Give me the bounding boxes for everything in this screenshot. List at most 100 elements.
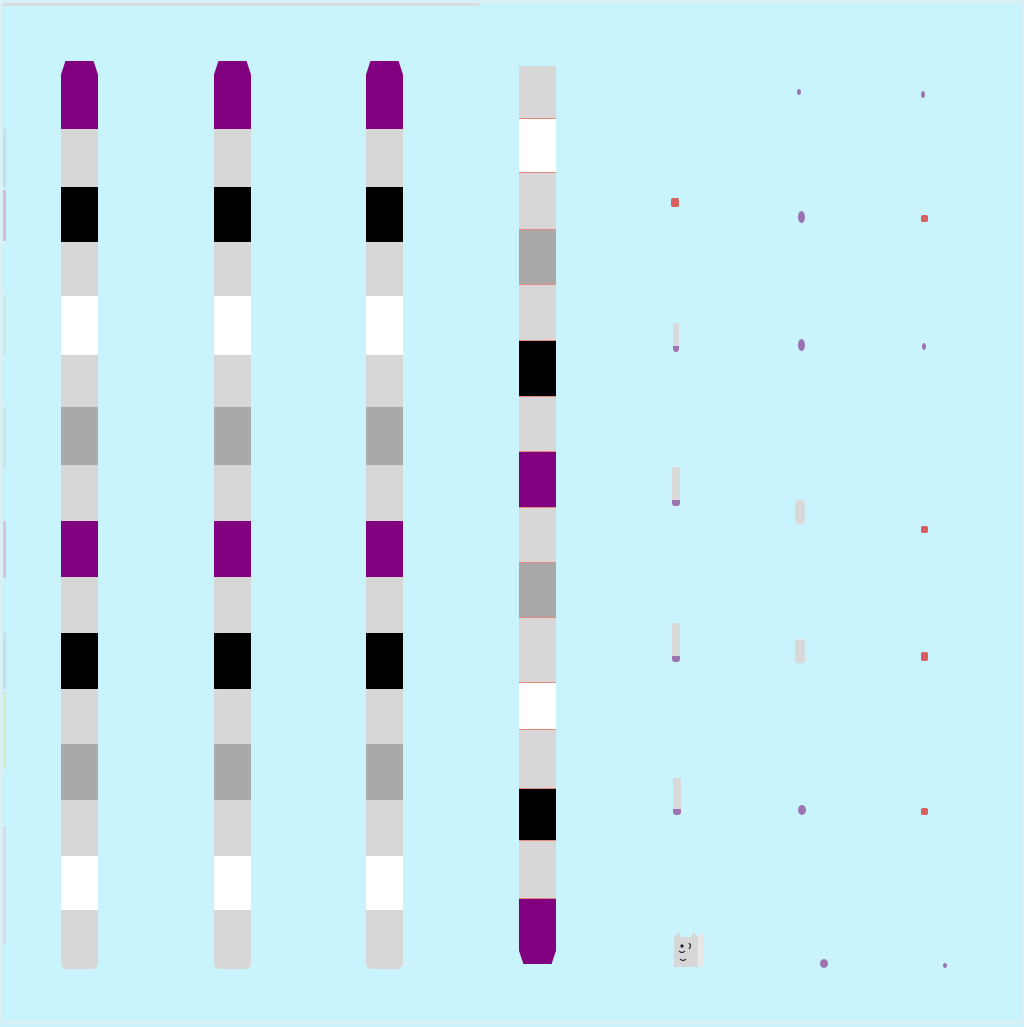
pole-2-segment-11	[214, 633, 251, 689]
pole-2-segment-12	[214, 689, 251, 744]
edge-stripe-2	[3, 190, 6, 241]
edge-stripe-6	[3, 633, 6, 689]
pole-3-segment-13	[366, 744, 403, 800]
pole-1-segment-4	[61, 242, 98, 296]
pole-1-segment-1	[61, 61, 98, 129]
pole-4-segment-14	[519, 788, 556, 840]
red-dot-1[interactable]	[671, 198, 679, 207]
stem-piece-3-tip	[672, 656, 680, 662]
pole-4-segment-16	[519, 898, 556, 964]
purple-dot-3[interactable]	[798, 211, 805, 223]
pole-3-segment-3	[366, 187, 403, 242]
pole-2-segment-13	[214, 744, 251, 800]
pole-4-segment-6	[519, 340, 556, 396]
pole-2-segment-2	[214, 129, 251, 187]
pole-2-segment-15	[214, 856, 251, 910]
pole-4-segment-15	[519, 840, 556, 898]
pole-1-segment-12	[61, 689, 98, 744]
pole-2-segment-5	[214, 296, 251, 355]
pole-3-segment-14	[366, 800, 403, 856]
left-edge-stripes	[3, 3, 6, 1027]
pole-2-segment-16	[214, 910, 251, 969]
pole-3[interactable]	[366, 61, 403, 969]
edge-stripe-3	[3, 295, 6, 354]
pole-1-segment-2	[61, 129, 98, 187]
pole-4-segment-10	[519, 562, 556, 617]
pole-2[interactable]	[214, 61, 251, 969]
pole-4-segment-7	[519, 396, 556, 451]
purple-dot-4[interactable]	[798, 339, 805, 351]
pole-3-segment-12	[366, 689, 403, 744]
pole-2-segment-1	[214, 61, 251, 129]
pole-1-segment-5	[61, 296, 98, 355]
pole-4-segment-11	[519, 617, 556, 682]
gray-chip-1[interactable]	[795, 500, 805, 524]
pole-1-segment-16	[61, 910, 98, 969]
pole-2-segment-3	[214, 187, 251, 242]
pole-4-segment-2	[519, 118, 556, 172]
pole-4-segment-9	[519, 507, 556, 562]
pole-1-segment-8	[61, 465, 98, 521]
pole-3-segment-2	[366, 129, 403, 187]
stem-piece-2[interactable]	[672, 467, 680, 506]
pole-4-segment-3	[519, 172, 556, 229]
pole-1-segment-9	[61, 521, 98, 577]
pole-1-segment-11	[61, 633, 98, 689]
pole-3-segment-4	[366, 242, 403, 296]
stem-piece-2-tip	[672, 500, 680, 506]
pole-3-segment-6	[366, 355, 403, 407]
stem-piece-1[interactable]	[673, 323, 679, 352]
cat-face-icon[interactable]	[671, 932, 704, 967]
pole-4-segment-12	[519, 682, 556, 729]
red-dot-2[interactable]	[921, 215, 928, 222]
pole-3-segment-7	[366, 407, 403, 465]
stem-piece-4-tip	[673, 809, 681, 815]
pole-2-segment-10	[214, 577, 251, 633]
edge-stripe-7	[3, 692, 6, 769]
stem-piece-4[interactable]	[673, 778, 681, 815]
pole-1-segment-10	[61, 577, 98, 633]
pole-3-segment-15	[366, 856, 403, 910]
red-dot-4[interactable]	[921, 652, 928, 661]
pole-4-segment-13	[519, 729, 556, 788]
pole-1-segment-6	[61, 355, 98, 407]
pole-2-segment-8	[214, 465, 251, 521]
stem-piece-1-tip	[673, 346, 679, 352]
pole-4-segment-4	[519, 229, 556, 284]
pole-2-segment-6	[214, 355, 251, 407]
pole-3-segment-1	[366, 61, 403, 129]
pole-3-segment-5	[366, 296, 403, 355]
purple-dot-8[interactable]	[943, 963, 947, 968]
pole-2-segment-7	[214, 407, 251, 465]
pole-4-segment-1	[519, 66, 556, 118]
pole-1-segment-15	[61, 856, 98, 910]
edge-stripe-1	[3, 129, 6, 187]
pole-1-segment-13	[61, 744, 98, 800]
top-left-strip	[3, 3, 479, 6]
purple-dot-5[interactable]	[922, 343, 926, 350]
pole-3-segment-8	[366, 465, 403, 521]
red-dot-3[interactable]	[921, 526, 928, 533]
edge-stripe-8	[3, 826, 6, 944]
pole-1-segment-14	[61, 800, 98, 856]
pole-4[interactable]	[519, 66, 556, 969]
pole-4-segment-8	[519, 451, 556, 507]
pole-2-segment-4	[214, 242, 251, 296]
pole-3-segment-9	[366, 521, 403, 577]
pole-2-segment-14	[214, 800, 251, 856]
red-dot-5[interactable]	[921, 808, 928, 815]
pole-1-segment-7	[61, 407, 98, 465]
edge-stripe-4	[3, 407, 6, 468]
purple-dot-2[interactable]	[921, 91, 925, 98]
pole-4-segment-5	[519, 284, 556, 340]
pole-1-segment-3	[61, 187, 98, 242]
pole-2-segment-9	[214, 521, 251, 577]
gray-chip-2[interactable]	[795, 639, 805, 663]
purple-dot-1[interactable]	[797, 89, 801, 95]
stem-piece-3[interactable]	[672, 623, 680, 662]
purple-dot-7[interactable]	[820, 959, 828, 968]
edge-stripe-5	[3, 521, 6, 578]
purple-dot-6[interactable]	[798, 805, 806, 815]
pole-1[interactable]	[61, 61, 98, 969]
